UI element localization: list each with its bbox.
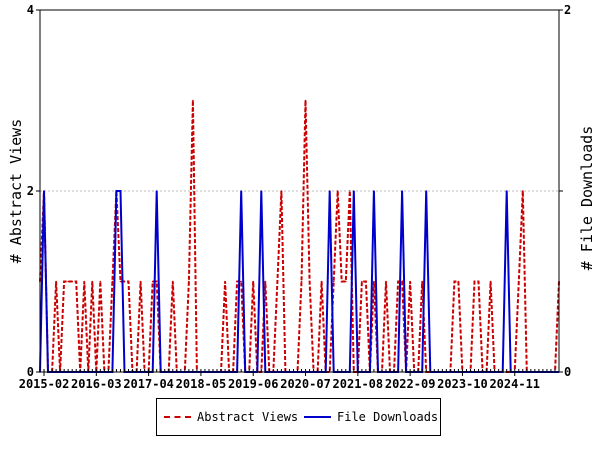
data-point-abstract-views <box>373 280 375 283</box>
data-point-file-downloads <box>260 190 263 192</box>
legend-label-file-downloads: File Downloads <box>337 410 439 424</box>
legend-swatch-abstract-views <box>164 416 191 418</box>
left-axis-title: # Abstract Views <box>7 119 25 264</box>
data-point-abstract-views <box>224 280 226 283</box>
data-point-abstract-views <box>91 280 94 283</box>
data-point-abstract-views <box>280 190 283 192</box>
data-point-file-downloads <box>505 190 508 192</box>
legend: Abstract Views File Downloads <box>156 398 441 436</box>
data-point-abstract-views <box>71 280 73 283</box>
data-point-abstract-views <box>171 280 174 283</box>
data-point-abstract-views <box>308 280 311 283</box>
right-axis-title: # File Downloads <box>578 126 596 271</box>
data-point-file-downloads <box>119 190 122 192</box>
x-tick-label: 2023-10 <box>437 377 488 391</box>
data-point-abstract-views <box>397 280 399 283</box>
data-point-abstract-views <box>63 280 65 283</box>
data-point-abstract-views <box>361 280 363 283</box>
data-point-abstract-views <box>264 280 267 283</box>
data-point-file-downloads <box>425 190 428 192</box>
data-point-file-downloads <box>373 190 375 192</box>
series-line-abstract-views <box>39 100 560 373</box>
x-tick-label: 2022-09 <box>385 377 436 391</box>
left-y-tick-label: 4 <box>27 3 34 17</box>
data-point-abstract-views <box>365 280 367 283</box>
data-point-abstract-views <box>151 280 154 283</box>
data-point-abstract-views <box>477 280 480 283</box>
data-point-abstract-views <box>55 280 57 283</box>
data-point-file-downloads <box>43 190 45 192</box>
data-point-file-downloads <box>353 190 355 192</box>
data-point-abstract-views <box>188 280 190 283</box>
data-point-abstract-views <box>304 99 307 102</box>
data-point-abstract-views <box>453 280 456 283</box>
x-tick-label: 2016-03 <box>71 377 122 391</box>
data-point-abstract-views <box>119 280 122 283</box>
data-point-abstract-views <box>139 280 142 283</box>
data-point-abstract-views <box>332 280 335 283</box>
x-tick-label: 2017-04 <box>123 377 174 391</box>
data-point-abstract-views <box>344 280 347 283</box>
data-point-file-downloads <box>155 190 158 192</box>
x-tick-label: 2015-02 <box>19 377 70 391</box>
data-point-file-downloads <box>401 190 403 192</box>
data-point-abstract-views <box>320 280 323 283</box>
data-point-file-downloads <box>328 190 331 192</box>
data-point-abstract-views <box>385 280 387 283</box>
data-point-abstract-views <box>473 280 476 283</box>
data-point-abstract-views <box>123 280 126 283</box>
data-point-abstract-views <box>421 280 424 283</box>
right-y-tick-label: 0 <box>564 365 571 379</box>
data-point-abstract-views <box>300 280 303 283</box>
data-point-abstract-views <box>99 280 102 283</box>
data-point-abstract-views <box>192 99 194 102</box>
x-tick-label: 2018-05 <box>176 377 227 391</box>
data-point-abstract-views <box>336 190 339 192</box>
data-point-abstract-views <box>276 280 279 283</box>
right-y-tick-label: 2 <box>564 3 571 17</box>
data-point-abstract-views <box>348 190 351 192</box>
x-tick-label: 2020-07 <box>280 377 331 391</box>
data-point-abstract-views <box>252 280 255 283</box>
data-point-abstract-views <box>127 280 130 283</box>
data-point-abstract-views <box>457 280 460 283</box>
data-point-abstract-views <box>83 280 86 283</box>
axes: 0 2 4 0 2 2015-02 2016-03 2017-04 2018-05 2019-06… <box>19 3 572 391</box>
data-point-file-downloads <box>240 190 242 192</box>
data-point-abstract-views <box>236 280 238 283</box>
data-point-abstract-views <box>517 280 520 283</box>
left-y-tick-label: 0 <box>27 365 34 379</box>
left-y-tick-label: 2 <box>27 184 34 198</box>
data-point-abstract-views <box>111 280 114 283</box>
x-tick-label: 2021-08 <box>333 377 384 391</box>
legend-label-abstract-views: Abstract Views <box>197 410 299 424</box>
data-point-abstract-views <box>155 280 158 283</box>
data-point-abstract-views <box>240 280 242 283</box>
data-point-abstract-views <box>67 280 69 283</box>
series-layer <box>39 99 560 373</box>
x-tick-label: 2019-06 <box>228 377 279 391</box>
data-point-file-downloads <box>115 190 118 192</box>
data-point-abstract-views <box>489 280 492 283</box>
data-point-abstract-views <box>340 280 343 283</box>
data-point-abstract-views <box>521 190 524 192</box>
data-point-abstract-views <box>75 280 78 283</box>
data-point-abstract-views <box>401 280 403 283</box>
x-tick-label: 2024-11 <box>489 377 540 391</box>
legend-swatch-file-downloads <box>304 416 331 418</box>
data-point-abstract-views <box>409 280 411 283</box>
